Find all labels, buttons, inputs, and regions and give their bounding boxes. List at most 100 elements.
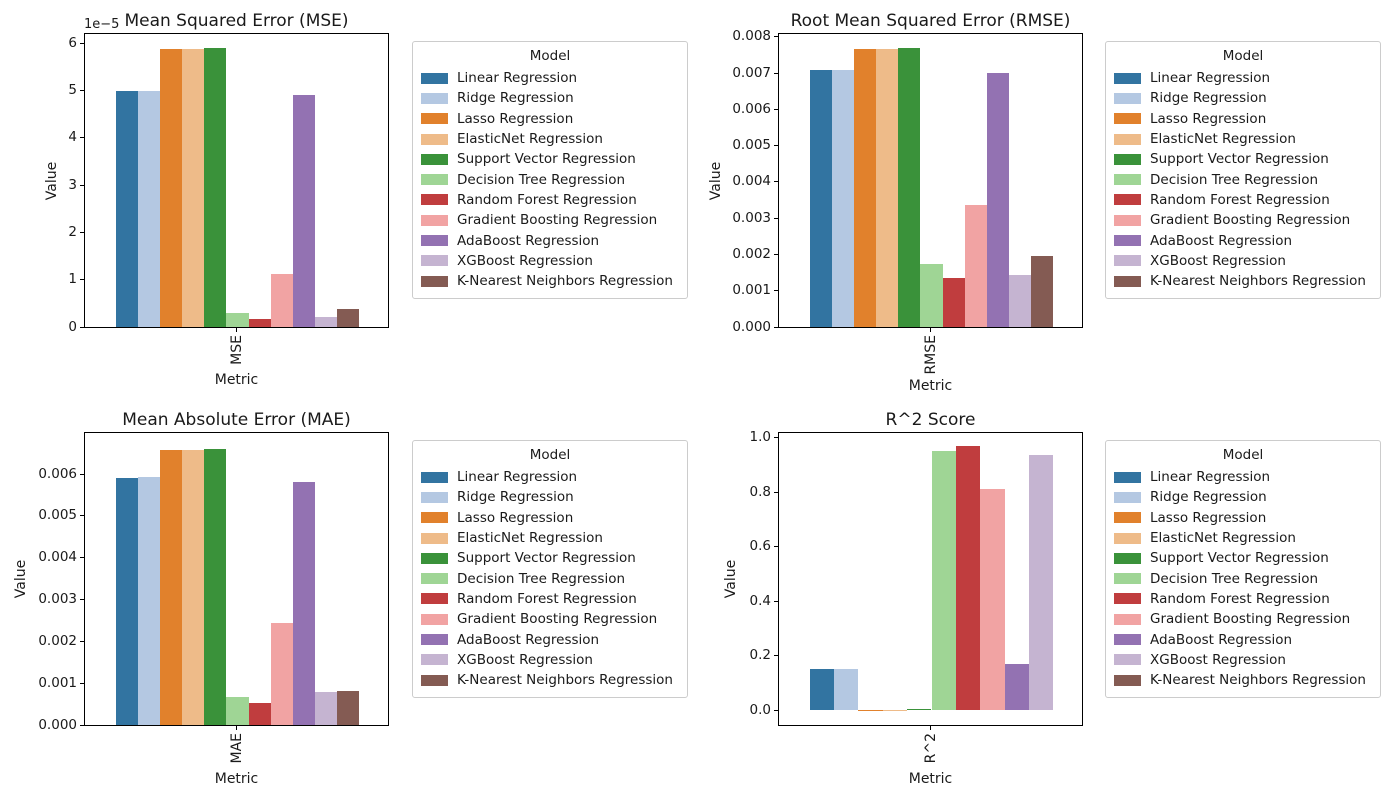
legend-entry-label: Decision Tree Regression: [457, 171, 626, 188]
legend-entry-random-forest-regression: Random Forest Regression: [1114, 190, 1372, 210]
legend-entry-ridge-regression: Ridge Regression: [421, 88, 679, 108]
legend-swatch-icon: [1114, 512, 1141, 524]
y-tick-mark: [80, 515, 84, 517]
bar-ridge-regression-mse: [137, 90, 160, 327]
bar-adaboost-regression-r2: [1004, 663, 1030, 711]
legend-swatch-icon: [421, 654, 448, 666]
chart-title-r2: R^2 Score: [885, 410, 976, 430]
x-tick-mark: [930, 328, 931, 332]
bar-gradient-boosting-regression-r2: [980, 489, 1005, 711]
legend-swatch-icon: [1114, 153, 1141, 165]
legend-entry-xgboost-regression: XGBoost Regression: [1114, 251, 1372, 271]
legend-swatch-icon: [421, 593, 448, 605]
bar-k-nearest-neighbors-regression-mse: [337, 308, 360, 327]
legend-entry-label: Support Vector Regression: [1150, 151, 1329, 168]
legend-swatch-icon: [421, 92, 448, 104]
plot-area-r2: [778, 432, 1083, 726]
bar-adaboost-regression-rmse: [986, 73, 1010, 327]
y-tick-mark: [774, 600, 778, 602]
legend-entry-lasso-regression: Lasso Regression: [421, 109, 679, 129]
x-tick-label-mse: MSE: [228, 335, 245, 365]
y-tick-label: 0.005: [38, 507, 77, 524]
y-tick-mark: [80, 231, 84, 233]
legend-swatch-icon: [1114, 133, 1141, 145]
y-tick-label: 0.007: [732, 64, 771, 81]
legend-entry-random-forest-regression: Random Forest Regression: [1114, 589, 1372, 609]
legend-entry-linear-regression: Linear Regression: [1114, 68, 1372, 88]
legend-entry-label: Support Vector Regression: [457, 550, 636, 567]
legend-swatch-icon: [1114, 92, 1141, 104]
y-tick-label: 0.001: [38, 674, 77, 691]
legend-entry-lasso-regression: Lasso Regression: [1114, 508, 1372, 528]
legend-entry-adaboost-regression: AdaBoost Regression: [421, 230, 679, 250]
legend-entry-elasticnet-regression: ElasticNet Regression: [1114, 129, 1372, 149]
legend-swatch-icon: [421, 552, 448, 564]
bar-k-nearest-neighbors-regression-mae: [337, 691, 360, 725]
legend-entry-label: AdaBoost Regression: [457, 232, 600, 249]
legend-entry-support-vector-regression: Support Vector Regression: [1114, 548, 1372, 568]
legend-swatch-icon: [421, 235, 448, 247]
legend-entry-linear-regression: Linear Regression: [421, 467, 679, 487]
legend-entry-elasticnet-regression: ElasticNet Regression: [421, 129, 679, 149]
legend-entry-support-vector-regression: Support Vector Regression: [421, 548, 679, 568]
legend-entry-label: Support Vector Regression: [1150, 550, 1329, 567]
legend-swatch-icon: [421, 613, 448, 625]
x-axis-label: Metric: [908, 771, 953, 787]
x-tick-label-rmse: RMSE: [922, 335, 939, 375]
legend-title: Model: [1222, 48, 1264, 64]
plot-area-mae: [84, 432, 389, 726]
y-tick-label: 0.006: [732, 100, 771, 117]
bar-xgboost-regression-r2: [1029, 455, 1054, 711]
legend-entry-label: AdaBoost Regression: [457, 631, 600, 648]
y-tick-mark: [774, 437, 778, 439]
legend-entry-k-nearest-neighbors-regression: K-Nearest Neighbors Regression: [421, 271, 679, 291]
y-tick-label: 4: [68, 129, 77, 146]
bar-gradient-boosting-regression-mse: [270, 274, 293, 327]
legend-swatch-icon: [1114, 72, 1141, 84]
legend-entry-ridge-regression: Ridge Regression: [1114, 88, 1372, 108]
y-tick-mark: [774, 253, 778, 255]
legend-entry-lasso-regression: Lasso Regression: [421, 508, 679, 528]
legend-entry-ridge-regression: Ridge Regression: [421, 487, 679, 507]
legend-swatch-icon: [421, 491, 448, 503]
legend-entry-label: K-Nearest Neighbors Regression: [1150, 672, 1366, 689]
legend-swatch-icon: [1114, 613, 1141, 625]
x-axis-label: Metric: [214, 372, 259, 388]
bar-lasso-regression-mse: [159, 48, 183, 327]
legend-mae: Model Linear Regression Ridge Regression La…: [412, 440, 688, 699]
bar-lasso-regression-rmse: [853, 48, 877, 327]
y-tick-mark: [80, 326, 84, 328]
legend-swatch-icon: [1114, 113, 1141, 125]
y-tick-mark: [774, 36, 778, 38]
legend-entry-support-vector-regression: Support Vector Regression: [421, 149, 679, 169]
y-tick-mark: [80, 473, 84, 475]
y-tick-mark: [80, 640, 84, 642]
y-tick-label: 6: [68, 34, 77, 51]
legend-entry-elasticnet-regression: ElasticNet Regression: [421, 528, 679, 548]
legend-entry-k-nearest-neighbors-regression: K-Nearest Neighbors Regression: [421, 670, 679, 690]
legend-swatch-icon: [1114, 255, 1141, 267]
y-tick-mark: [774, 709, 778, 711]
x-tick-label-mae: MAE: [228, 733, 245, 764]
legend-entry-label: Decision Tree Regression: [1150, 171, 1319, 188]
bar-support-vector-regression-mse: [204, 47, 227, 327]
bar-support-vector-regression-rmse: [898, 47, 921, 327]
bar-decision-tree-regression-mse: [226, 312, 249, 327]
legend-swatch-icon: [1114, 235, 1141, 247]
bar-random-forest-regression-rmse: [942, 278, 965, 327]
x-tick-mark: [236, 328, 237, 332]
bar-linear-regression-mse: [115, 90, 138, 327]
y-tick-label: 0.000: [38, 716, 77, 733]
bar-support-vector-regression-r2: [907, 708, 932, 711]
legend-entry-xgboost-regression: XGBoost Regression: [421, 650, 679, 670]
legend-entry-label: XGBoost Regression: [457, 252, 593, 269]
bar-lasso-regression-mae: [159, 449, 183, 725]
legend-entry-label: Lasso Regression: [457, 509, 574, 526]
bar-decision-tree-regression-rmse: [920, 263, 943, 327]
bar-adaboost-regression-mse: [292, 95, 316, 327]
y-tick-mark: [80, 724, 84, 726]
legend-entry-label: Ridge Regression: [1150, 489, 1267, 506]
legend-entry-label: Ridge Regression: [1150, 90, 1267, 107]
legend-entry-decision-tree-regression: Decision Tree Regression: [421, 169, 679, 189]
